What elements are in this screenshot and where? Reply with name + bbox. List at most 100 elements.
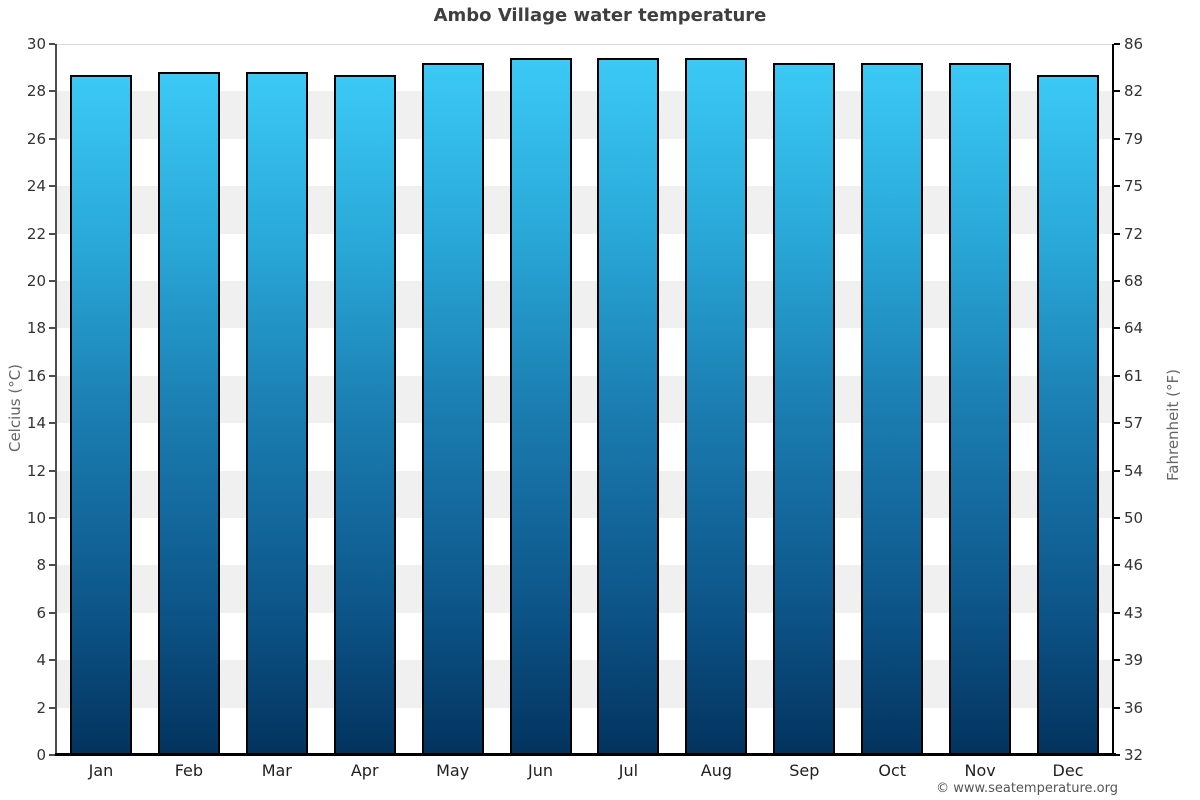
grid-band — [57, 565, 1112, 613]
bar-nov[interactable] — [949, 62, 1012, 755]
y-tick-label-fahrenheit: 72 — [1124, 224, 1144, 243]
bar-may[interactable] — [421, 62, 484, 755]
y-tick-mark-right — [1114, 137, 1120, 140]
y-tick-label-celsius: 30 — [26, 35, 46, 53]
top-gridline — [57, 44, 1112, 45]
y-axis-left-title: Celcius (°C) — [6, 363, 24, 453]
y-tick-mark-left — [49, 422, 55, 425]
y-tick-label-celsius: 16 — [26, 366, 46, 385]
y-tick-mark-right — [1114, 327, 1120, 330]
y-tick-mark-left — [49, 90, 55, 93]
y-tick-label-fahrenheit: 75 — [1124, 177, 1144, 196]
chart-title: Ambo Village water temperature — [433, 5, 767, 26]
y-tick-label-fahrenheit: 36 — [1124, 698, 1144, 717]
y-tick-mark-left — [49, 706, 55, 709]
y-tick-label-celsius: 12 — [26, 461, 46, 480]
y-tick-mark-left — [49, 517, 55, 519]
y-tick-label-celsius: 24 — [26, 177, 46, 196]
x-tick-label-jul: Jul — [618, 761, 639, 780]
y-tick-mark-right — [1114, 232, 1120, 235]
y-axis-left-line — [55, 44, 57, 755]
x-tick-label-sep: Sep — [789, 761, 820, 780]
grid-band — [57, 660, 1112, 708]
grid-band — [57, 138, 1112, 187]
y-tick-mark-right — [1114, 754, 1120, 756]
bar-aug[interactable] — [685, 58, 748, 755]
grid-band — [57, 375, 1112, 424]
y-tick-mark-left — [49, 469, 55, 472]
grid-band — [57, 44, 1112, 92]
y-tick-mark-left — [49, 754, 55, 756]
y-tick-label-celsius: 18 — [26, 319, 46, 338]
y-tick-label-celsius: 28 — [26, 82, 46, 101]
y-tick-label-fahrenheit: 32 — [1124, 746, 1144, 764]
y-tick-mark-right — [1114, 517, 1120, 519]
y-tick-label-celsius: 6 — [36, 603, 46, 622]
y-tick-label-celsius: 22 — [26, 224, 46, 243]
bar-oct[interactable] — [861, 62, 924, 755]
grid-band — [57, 233, 1112, 281]
y-tick-label-fahrenheit: 61 — [1124, 366, 1144, 385]
y-tick-label-celsius: 14 — [26, 414, 46, 433]
x-tick-label-apr: Apr — [350, 761, 379, 780]
y-tick-label-celsius: 4 — [36, 651, 46, 670]
y-tick-mark-left — [49, 611, 55, 614]
y-tick-mark-left — [49, 659, 55, 662]
y-tick-mark-right — [1114, 280, 1120, 282]
bar-dec[interactable] — [1037, 74, 1100, 755]
x-tick-label-may: May — [436, 761, 470, 780]
y-axis-right-line — [1112, 44, 1114, 755]
x-tick-label-oct: Oct — [878, 761, 907, 780]
x-tick-label-aug: Aug — [700, 761, 732, 780]
y-axis-right-title: Fahrenheit (°F) — [1164, 369, 1182, 481]
y-tick-mark-right — [1114, 374, 1120, 377]
y-tick-mark-right — [1114, 564, 1120, 567]
y-tick-mark-right — [1114, 43, 1120, 45]
y-tick-mark-left — [49, 327, 55, 330]
x-tick-label-jan: Jan — [88, 761, 114, 780]
y-tick-label-fahrenheit: 46 — [1124, 556, 1144, 575]
bar-sep[interactable] — [773, 62, 836, 755]
y-tick-label-celsius: 20 — [26, 272, 46, 290]
grid-band — [57, 328, 1112, 376]
grid-band — [57, 281, 1112, 329]
y-tick-label-celsius: 26 — [26, 129, 46, 148]
y-tick-mark-left — [49, 280, 55, 282]
y-tick-label-fahrenheit: 82 — [1124, 82, 1144, 101]
bar-jan[interactable] — [69, 74, 132, 755]
y-tick-mark-left — [49, 43, 55, 45]
y-tick-mark-right — [1114, 706, 1120, 709]
plot-area — [57, 44, 1112, 755]
bar-feb[interactable] — [157, 72, 220, 755]
y-tick-label-fahrenheit: 64 — [1124, 319, 1144, 338]
x-axis-line — [55, 753, 1116, 756]
grid-band — [57, 470, 1112, 518]
bar-jun[interactable] — [509, 58, 572, 755]
y-tick-label-fahrenheit: 68 — [1124, 272, 1144, 290]
y-tick-label-fahrenheit: 57 — [1124, 414, 1144, 433]
y-tick-label-celsius: 10 — [26, 509, 46, 527]
y-tick-mark-left — [49, 374, 55, 377]
x-tick-label-jun: Jun — [528, 761, 554, 780]
y-tick-mark-right — [1114, 422, 1120, 425]
y-tick-label-fahrenheit: 86 — [1124, 35, 1144, 53]
x-tick-label-dec: Dec — [1052, 761, 1084, 780]
x-tick-label-feb: Feb — [174, 761, 204, 780]
y-tick-mark-right — [1114, 659, 1120, 662]
bar-jul[interactable] — [597, 58, 660, 755]
y-tick-label-fahrenheit: 50 — [1124, 509, 1144, 527]
bar-apr[interactable] — [333, 74, 396, 755]
y-tick-mark-right — [1114, 185, 1120, 188]
y-tick-label-fahrenheit: 54 — [1124, 461, 1144, 480]
y-tick-mark-left — [49, 232, 55, 235]
bar-mar[interactable] — [245, 72, 308, 755]
x-tick-label-mar: Mar — [261, 761, 292, 780]
y-tick-mark-right — [1114, 469, 1120, 472]
y-tick-mark-left — [49, 564, 55, 567]
y-tick-mark-right — [1114, 611, 1120, 614]
copyright-link[interactable]: © www.seatemperature.org — [936, 781, 1118, 796]
grid-band — [57, 423, 1112, 471]
y-tick-label-celsius: 8 — [36, 556, 46, 575]
grid-band — [57, 518, 1112, 566]
y-tick-label-celsius: 2 — [36, 698, 46, 717]
